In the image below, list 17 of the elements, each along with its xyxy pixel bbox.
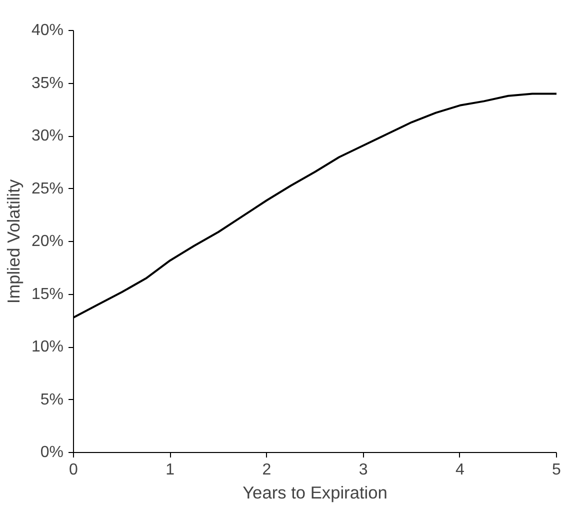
y-tick-label: 35% <box>31 74 64 92</box>
y-tick-label: 40% <box>31 22 64 39</box>
x-tick-label: 3 <box>358 462 368 478</box>
x-tick-label: 2 <box>262 462 272 478</box>
x-tick-label: 5 <box>552 462 562 478</box>
x-axis-title: Years to Expiration <box>242 482 388 502</box>
y-axis-title: Implied Volatility <box>3 179 24 304</box>
y-tick-label: 0% <box>40 444 64 461</box>
x-tick-label: 4 <box>455 462 464 478</box>
x-tick-label: 1 <box>166 462 175 478</box>
y-tick-label: 15% <box>31 286 64 303</box>
y-tick-label: 25% <box>31 180 64 198</box>
y-tick-label: 5% <box>40 391 64 408</box>
y-tick-label: 10% <box>31 338 64 356</box>
y-tick-label: 30% <box>31 128 64 144</box>
y-tick-label: 20% <box>31 233 64 250</box>
x-tick-label: 0 <box>69 462 78 478</box>
